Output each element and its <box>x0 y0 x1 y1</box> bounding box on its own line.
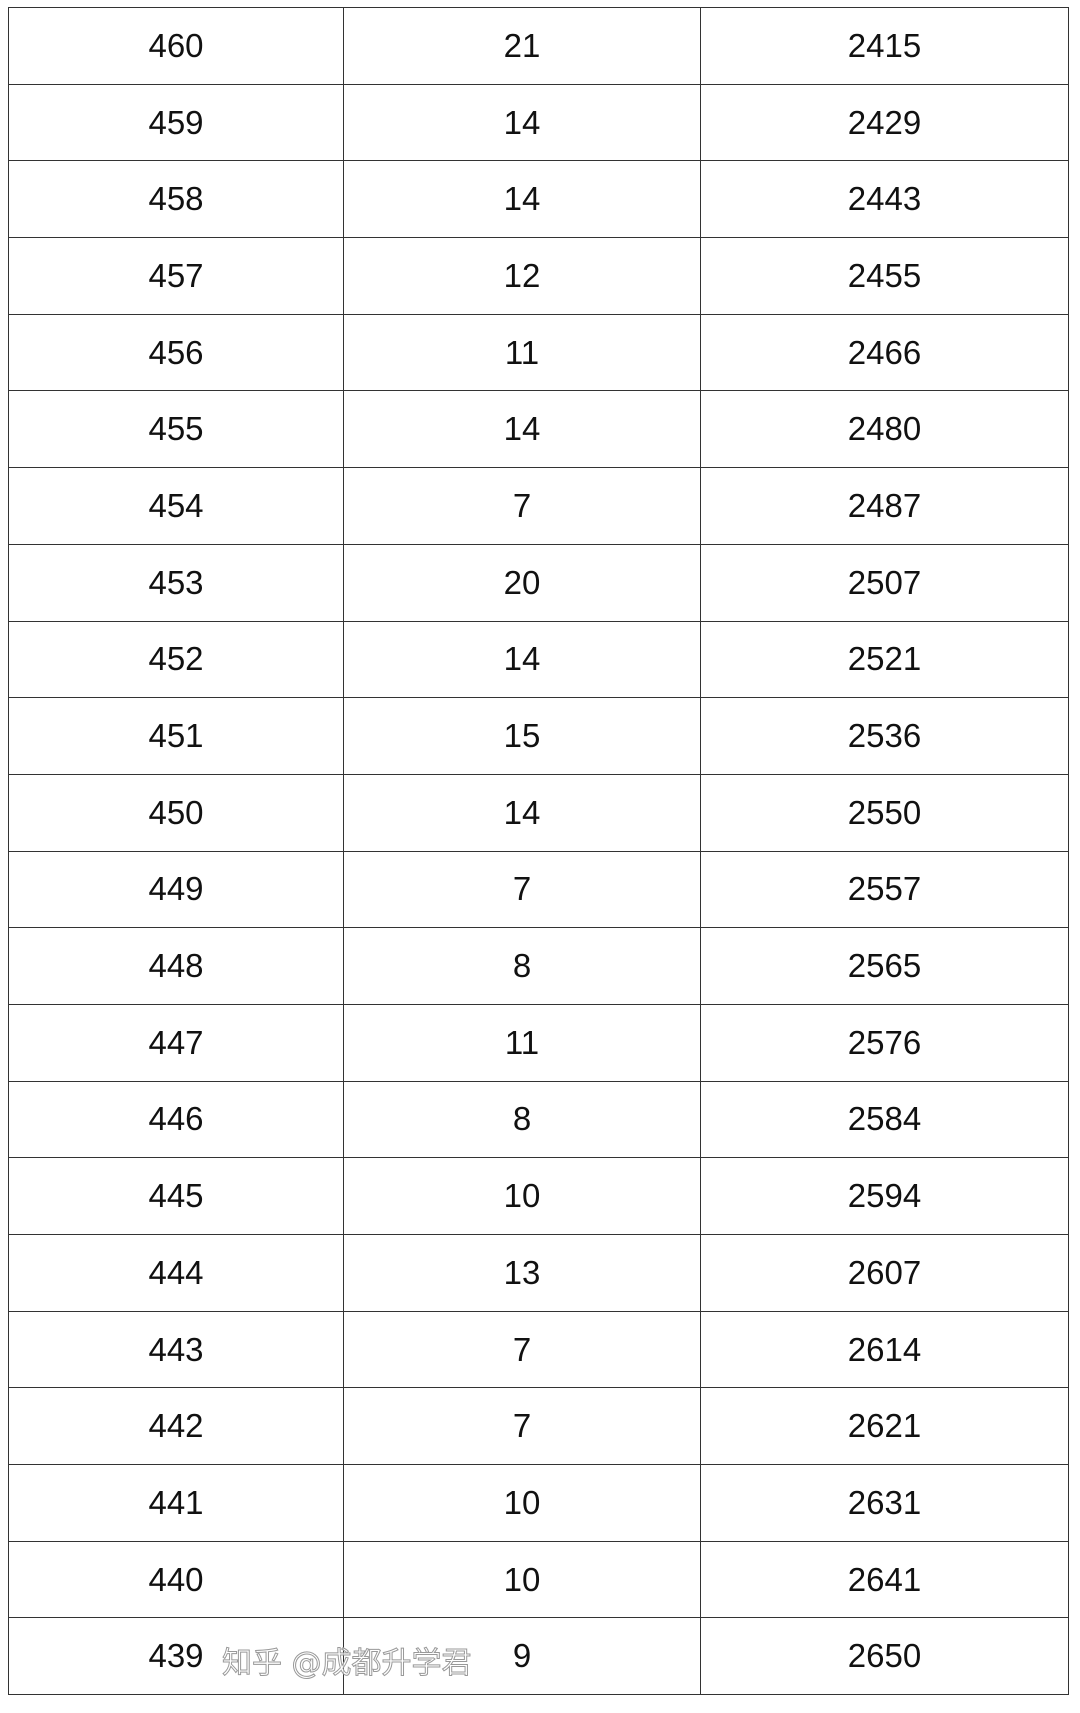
score-cell: 456 <box>8 313 344 392</box>
count-cell: 14 <box>343 773 701 852</box>
cumulative-cell: 2521 <box>700 620 1069 699</box>
table-row: 439 9 2650 <box>8 1617 1069 1696</box>
cumulative-cell: 2621 <box>700 1387 1069 1466</box>
cumulative-cell: 2415 <box>700 7 1069 85</box>
count-cell: 10 <box>343 1540 701 1619</box>
score-cell: 459 <box>8 83 344 162</box>
score-cell: 449 <box>8 850 344 929</box>
score-cell: 458 <box>8 160 344 239</box>
count-cell: 9 <box>343 1617 701 1696</box>
cumulative-cell: 2650 <box>700 1617 1069 1696</box>
table-row: 453 20 2507 <box>8 543 1069 622</box>
cumulative-cell: 2429 <box>700 83 1069 162</box>
table-row: 455 14 2480 <box>8 390 1069 469</box>
table-row: 440 10 2641 <box>8 1540 1069 1619</box>
table-row: 448 8 2565 <box>8 927 1069 1005</box>
table-row: 459 14 2429 <box>8 83 1069 162</box>
score-cell: 452 <box>8 620 344 699</box>
count-cell: 20 <box>343 543 701 622</box>
cumulative-cell: 2443 <box>700 160 1069 239</box>
score-cell: 446 <box>8 1080 344 1159</box>
table-row: 457 12 2455 <box>8 237 1069 315</box>
count-cell: 7 <box>343 1310 701 1389</box>
count-cell: 10 <box>343 1464 701 1542</box>
score-cell: 454 <box>8 467 344 545</box>
count-cell: 7 <box>343 1387 701 1466</box>
count-cell: 12 <box>343 237 701 315</box>
score-cell: 451 <box>8 697 344 775</box>
table-row: 451 15 2536 <box>8 697 1069 775</box>
score-cell: 440 <box>8 1540 344 1619</box>
count-cell: 14 <box>343 390 701 469</box>
count-cell: 14 <box>343 160 701 239</box>
cumulative-cell: 2455 <box>700 237 1069 315</box>
score-cell: 455 <box>8 390 344 469</box>
table-row: 446 8 2584 <box>8 1080 1069 1159</box>
watermark: 知乎 @成都升学君 <box>222 1646 473 1682</box>
table-row: 444 13 2607 <box>8 1234 1069 1312</box>
score-cell: 444 <box>8 1234 344 1312</box>
count-cell: 15 <box>343 697 701 775</box>
cumulative-cell: 2584 <box>700 1080 1069 1159</box>
cumulative-cell: 2536 <box>700 697 1069 775</box>
table-row: 460 21 2415 <box>8 7 1069 85</box>
cumulative-cell: 2565 <box>700 927 1069 1005</box>
score-cell: 442 <box>8 1387 344 1466</box>
count-cell: 14 <box>343 620 701 699</box>
score-cell: 460 <box>8 7 344 85</box>
score-cell: 450 <box>8 773 344 852</box>
table-row: 445 10 2594 <box>8 1157 1069 1235</box>
count-cell: 11 <box>343 313 701 392</box>
score-cell: 448 <box>8 927 344 1005</box>
score-cell: 443 <box>8 1310 344 1389</box>
count-cell: 13 <box>343 1234 701 1312</box>
score-cell: 457 <box>8 237 344 315</box>
cumulative-cell: 2614 <box>700 1310 1069 1389</box>
cumulative-cell: 2480 <box>700 390 1069 469</box>
count-cell: 7 <box>343 467 701 545</box>
cumulative-cell: 2487 <box>700 467 1069 545</box>
table-row: 452 14 2521 <box>8 620 1069 699</box>
score-cell: 453 <box>8 543 344 622</box>
table-row: 450 14 2550 <box>8 773 1069 852</box>
count-cell: 11 <box>343 1003 701 1082</box>
table-row: 442 7 2621 <box>8 1387 1069 1466</box>
cumulative-cell: 2607 <box>700 1234 1069 1312</box>
count-cell: 21 <box>343 7 701 85</box>
table-row: 441 10 2631 <box>8 1464 1069 1542</box>
cumulative-cell: 2641 <box>700 1540 1069 1619</box>
score-cell: 441 <box>8 1464 344 1542</box>
table-row: 456 11 2466 <box>8 313 1069 392</box>
count-cell: 7 <box>343 850 701 929</box>
count-cell: 10 <box>343 1157 701 1235</box>
cumulative-cell: 2557 <box>700 850 1069 929</box>
table-row: 454 7 2487 <box>8 467 1069 545</box>
table-row: 447 11 2576 <box>8 1003 1069 1082</box>
count-cell: 8 <box>343 927 701 1005</box>
score-cell: 445 <box>8 1157 344 1235</box>
cumulative-cell: 2466 <box>700 313 1069 392</box>
score-cell: 447 <box>8 1003 344 1082</box>
cumulative-cell: 2507 <box>700 543 1069 622</box>
count-cell: 8 <box>343 1080 701 1159</box>
table-row: 449 7 2557 <box>8 850 1069 929</box>
cumulative-cell: 2550 <box>700 773 1069 852</box>
cumulative-cell: 2576 <box>700 1003 1069 1082</box>
table-row: 458 14 2443 <box>8 160 1069 239</box>
cumulative-cell: 2594 <box>700 1157 1069 1235</box>
cumulative-cell: 2631 <box>700 1464 1069 1542</box>
score-cell: 439 <box>8 1617 344 1696</box>
table-row: 443 7 2614 <box>8 1310 1069 1389</box>
count-cell: 14 <box>343 83 701 162</box>
score-table: 460 21 2415 459 14 2429 458 14 2443 457 12 2455 456 1… <box>8 7 1069 1696</box>
